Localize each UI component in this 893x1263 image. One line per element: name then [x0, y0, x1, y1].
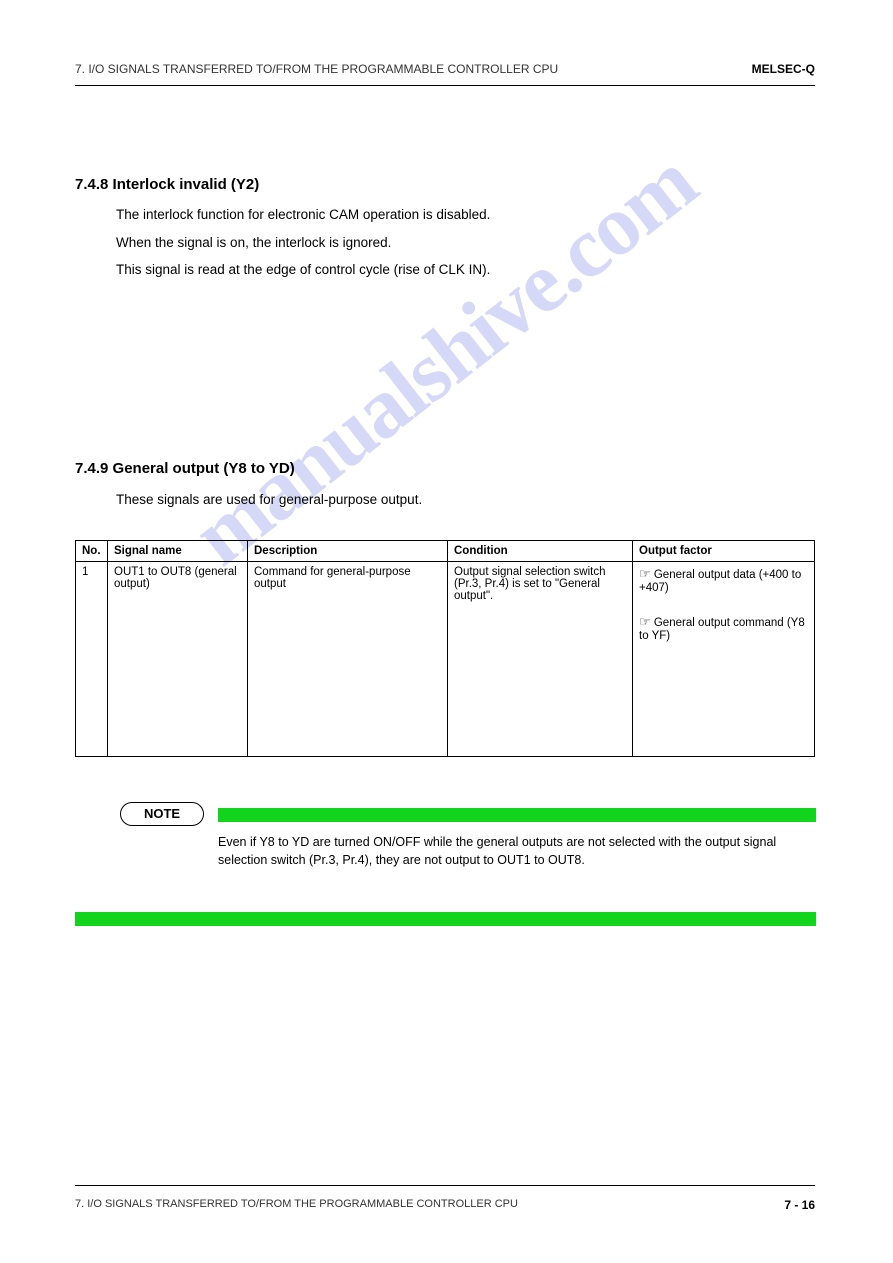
pointer-icon: ☞: [639, 614, 651, 629]
th-fac: Output factor: [633, 541, 815, 562]
note-bottom-bar: [75, 912, 816, 926]
footer-rule: [75, 1185, 815, 1186]
section-748-body: The interlock function for electronic CA…: [116, 205, 816, 288]
td-fac: ☞ General output data (+400 to +407) ☞ G…: [633, 562, 815, 757]
table-row: 1 OUT1 to OUT8 (general output) Command …: [76, 562, 815, 757]
header-left: 7. I/O SIGNALS TRANSFERRED TO/FROM THE P…: [75, 62, 558, 76]
th-name: Signal name: [108, 541, 248, 562]
th-cond: Condition: [448, 541, 633, 562]
note-top-bar: [218, 808, 816, 822]
factor-text: General output command (Y8 to YF): [639, 617, 805, 642]
th-no: No.: [76, 541, 108, 562]
p-749-pre: These signals are used for general-purpo…: [116, 490, 816, 510]
td-cond: Output signal selection switch (Pr.3, Pr…: [448, 562, 633, 757]
header-right: MELSEC-Q: [752, 62, 815, 76]
table-header-row: No. Signal name Description Condition Ou…: [76, 541, 815, 562]
section-heading-748: 7.4.8 Interlock invalid (Y2): [75, 176, 259, 193]
output-table: No. Signal name Description Condition Ou…: [75, 540, 815, 757]
footer-right: 7 - 16: [784, 1198, 815, 1212]
factor-text: General output data (+400 to +407): [639, 569, 801, 594]
td-desc: Command for general-purpose output: [248, 562, 448, 757]
td-no: 1: [76, 562, 108, 757]
p-748-3: This signal is read at the edge of contr…: [116, 260, 816, 280]
section-749-pre: These signals are used for general-purpo…: [116, 490, 816, 518]
footer-left: 7. I/O SIGNALS TRANSFERRED TO/FROM THE P…: [75, 1198, 518, 1210]
factor-entry: ☞ General output data (+400 to +407): [639, 566, 808, 594]
note-text: Even if Y8 to YD are turned ON/OFF while…: [218, 834, 798, 869]
section-heading-749: 7.4.9 General output (Y8 to YD): [75, 460, 295, 477]
p-748-2: When the signal is on, the interlock is …: [116, 233, 816, 253]
pointer-icon: ☞: [639, 566, 651, 581]
header-rule: [75, 85, 815, 86]
td-name: OUT1 to OUT8 (general output): [108, 562, 248, 757]
note-pill: NOTE: [120, 802, 204, 826]
th-desc: Description: [248, 541, 448, 562]
p-748-1: The interlock function for electronic CA…: [116, 205, 816, 225]
factor-entry: ☞ General output command (Y8 to YF): [639, 614, 808, 642]
